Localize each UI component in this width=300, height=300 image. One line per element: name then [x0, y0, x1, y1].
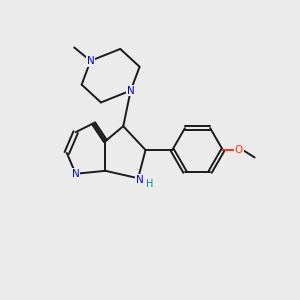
Text: N: N [127, 85, 135, 96]
Text: H: H [146, 178, 153, 189]
Text: N: N [72, 169, 80, 179]
Text: N: N [136, 175, 143, 185]
Text: O: O [235, 145, 243, 155]
Text: N: N [87, 56, 94, 66]
